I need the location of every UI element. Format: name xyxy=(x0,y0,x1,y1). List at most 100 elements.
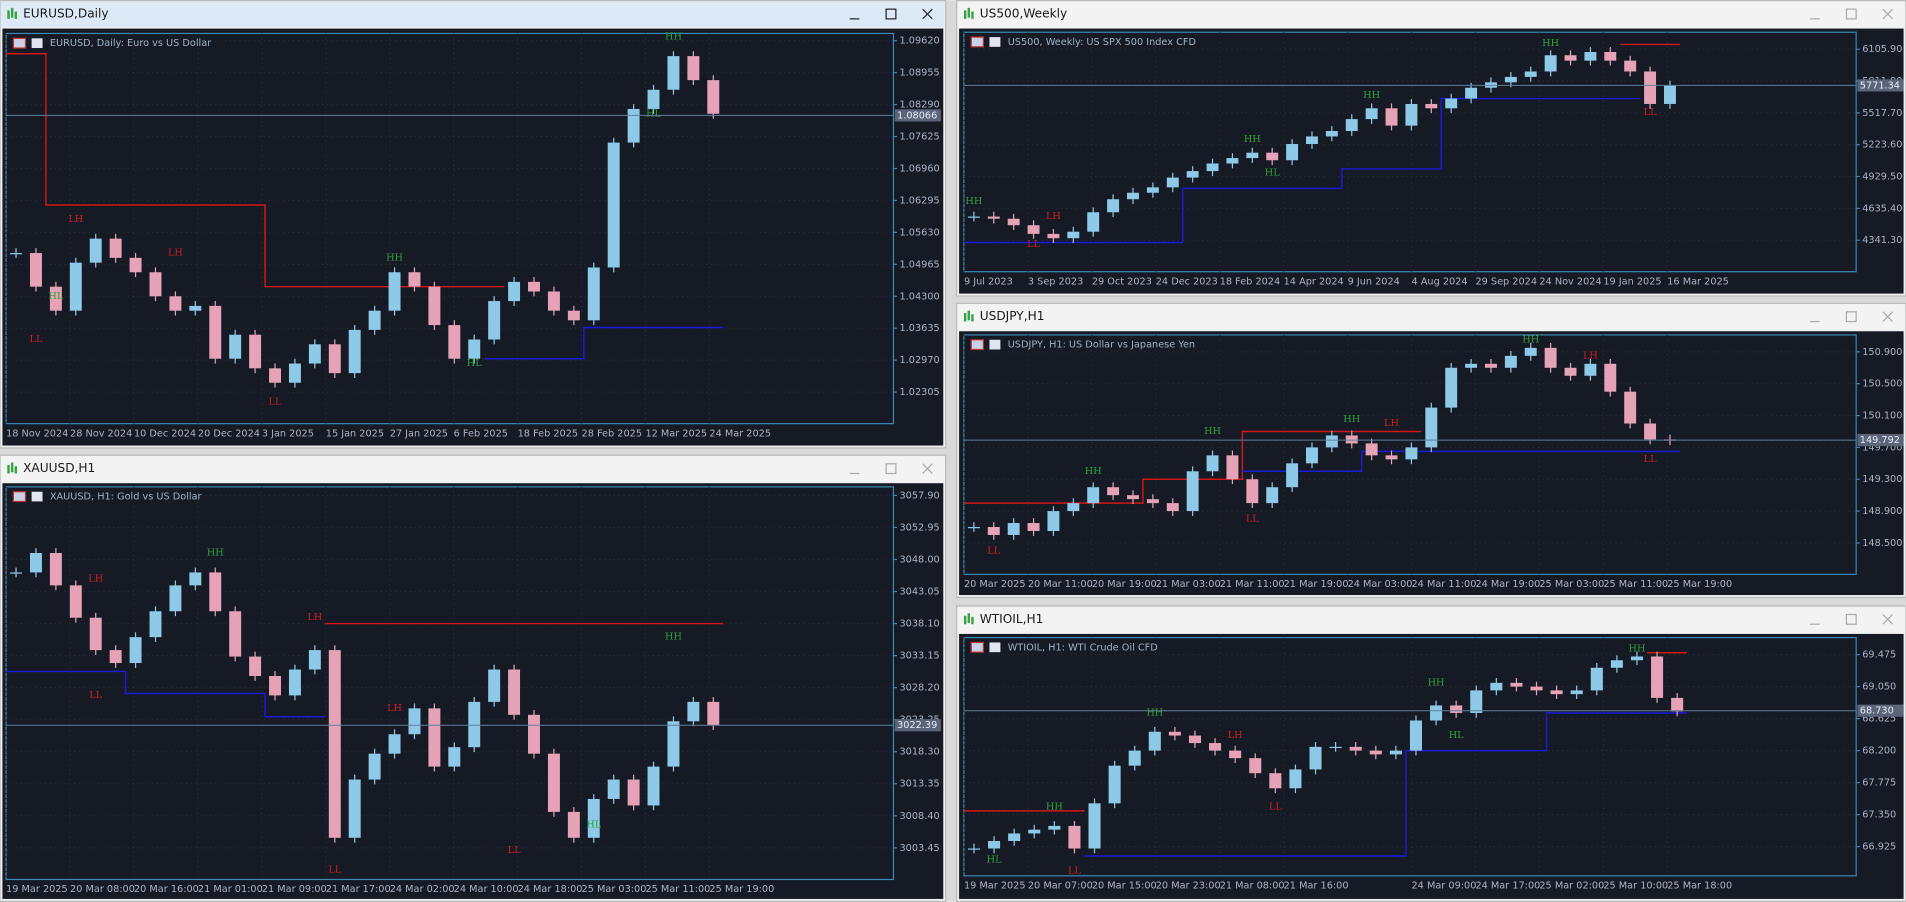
candle xyxy=(1306,136,1318,145)
x-tick-label: 9 Jul 2023 xyxy=(964,276,1013,287)
swing-label: LL xyxy=(328,865,341,876)
candle xyxy=(1345,435,1358,444)
swing-label: LL xyxy=(1269,802,1282,813)
swing-label: HH xyxy=(1628,643,1645,654)
candle xyxy=(229,611,242,657)
candle xyxy=(1166,177,1179,188)
candle xyxy=(607,779,620,799)
candle xyxy=(1325,435,1338,448)
swing-label: HL xyxy=(48,291,63,302)
window-icon xyxy=(963,310,974,322)
window-title: USDJPY,H1 xyxy=(980,309,1045,323)
candle xyxy=(1108,765,1121,804)
swing-label: LH xyxy=(68,214,83,225)
y-tick-label: 1.04965 xyxy=(900,259,940,270)
candle xyxy=(109,238,122,258)
candle xyxy=(1027,523,1040,531)
chart-type-icon xyxy=(31,491,43,502)
plot-frame xyxy=(5,486,895,881)
maximize-button[interactable] xyxy=(885,463,897,475)
y-tick-label: 4635.40 xyxy=(1862,203,1902,214)
maximize-button[interactable] xyxy=(1845,311,1857,323)
candle xyxy=(667,721,680,767)
window-title: WTIOIL,H1 xyxy=(980,612,1044,626)
y-tick-label: 1.06960 xyxy=(900,164,940,175)
candle xyxy=(508,281,521,302)
close-button[interactable] xyxy=(1882,311,1894,322)
x-tick-label: 3 Jan 2025 xyxy=(262,428,314,439)
y-tick-label: 148.500 xyxy=(1862,538,1902,549)
candle xyxy=(1246,479,1259,504)
x-tick-label: 21 Mar 01:00 xyxy=(198,884,263,895)
close-button[interactable] xyxy=(1882,8,1894,20)
candle xyxy=(1504,76,1517,83)
candle xyxy=(1365,108,1378,120)
candle xyxy=(1485,363,1497,368)
candle xyxy=(1329,746,1342,749)
x-tick-label: 25 Mar 03:00 xyxy=(1539,579,1604,590)
window-icon xyxy=(963,7,974,19)
chart-window: WTIOIL,H1 69.475 69.050 68.625 68.200 67.775 6… xyxy=(956,605,1906,902)
close-button[interactable] xyxy=(922,463,933,474)
candle xyxy=(189,305,202,311)
candle xyxy=(1048,825,1061,830)
chart-area xyxy=(959,633,1904,899)
candle xyxy=(328,344,341,374)
swing-label: LH xyxy=(387,703,402,714)
candle xyxy=(249,334,262,369)
x-tick-label: 28 Feb 2025 xyxy=(582,428,642,439)
candle xyxy=(1028,829,1041,834)
candle xyxy=(1544,55,1557,72)
x-tick-label: 16 Mar 2025 xyxy=(1667,276,1729,287)
candle xyxy=(368,753,381,780)
swing-label: HL xyxy=(1265,168,1280,179)
title-bar xyxy=(1,1,945,28)
x-tick-label: 28 Nov 2024 xyxy=(70,428,132,439)
close-button[interactable] xyxy=(922,8,933,20)
candle xyxy=(1465,87,1478,99)
x-tick-label: 20 Mar 16:00 xyxy=(134,884,199,895)
current-price-label: 1.08066 xyxy=(897,110,937,121)
x-tick-label: 20 Mar 19:00 xyxy=(1092,579,1157,590)
maximize-button[interactable] xyxy=(1845,613,1857,625)
support-line xyxy=(1084,712,1688,857)
maximize-button[interactable] xyxy=(885,8,897,20)
candle xyxy=(1128,750,1141,766)
candle xyxy=(249,656,262,676)
candle xyxy=(988,840,1001,849)
y-tick-label: 150.100 xyxy=(1862,411,1902,422)
candle xyxy=(567,310,580,321)
candle xyxy=(1604,363,1617,392)
y-tick-label: 3057.90 xyxy=(900,490,940,501)
candle xyxy=(189,572,202,586)
y-tick-label: 5223.60 xyxy=(1862,140,1902,151)
x-tick-label: 24 Mar 11:00 xyxy=(1412,579,1477,590)
close-button[interactable] xyxy=(1882,614,1894,625)
chart-area xyxy=(959,331,1904,596)
x-tick-label: 10 Dec 2024 xyxy=(134,428,196,439)
candle xyxy=(1229,750,1242,759)
x-tick-label: 21 Mar 09:00 xyxy=(262,884,327,895)
candle xyxy=(1007,218,1020,226)
resistance-line xyxy=(963,651,1688,812)
candle xyxy=(169,585,182,612)
maximize-button[interactable] xyxy=(1845,8,1857,20)
plot-frame xyxy=(963,636,1857,877)
candle xyxy=(1349,746,1362,751)
plot-frame xyxy=(963,31,1857,273)
candle xyxy=(1630,656,1643,661)
candle xyxy=(1663,85,1676,104)
candle xyxy=(587,798,600,838)
candle xyxy=(169,296,182,311)
x-tick-label: 21 Mar 17:00 xyxy=(326,884,391,895)
candle xyxy=(1385,455,1398,460)
y-tick-label: 1.08290 xyxy=(900,100,940,111)
swing-label: HL xyxy=(586,819,601,830)
title-bar xyxy=(957,607,1905,633)
current-price-label: 5771.34 xyxy=(1860,80,1900,91)
window-icon xyxy=(963,613,974,625)
swing-label: LH xyxy=(1228,730,1243,741)
support-line xyxy=(484,326,724,360)
candle xyxy=(1584,363,1597,376)
